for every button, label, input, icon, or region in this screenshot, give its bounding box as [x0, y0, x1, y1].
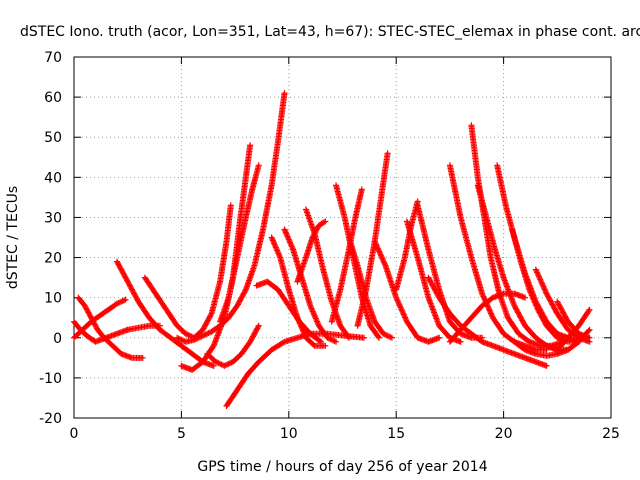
data-point: [522, 294, 529, 301]
x-axis-label: GPS time / hours of day 256 of year 2014: [197, 459, 487, 475]
data-point: [322, 218, 329, 225]
y-tick-label: -20: [39, 411, 62, 427]
data-point: [316, 337, 323, 344]
x-tick-label: 15: [387, 426, 405, 442]
data-point: [333, 338, 340, 345]
x-tick-label: 0: [70, 426, 79, 442]
series-6: [141, 202, 234, 341]
series-layer: [71, 90, 593, 409]
series-35: [511, 326, 593, 359]
y-axis-label: dSTEC / TECUs: [5, 186, 21, 289]
data-point: [209, 344, 216, 351]
data-point: [321, 219, 328, 226]
y-tick-label: 40: [44, 170, 62, 186]
data-point: [360, 334, 367, 341]
data-point: [388, 334, 395, 341]
data-point: [586, 326, 593, 333]
x-tick-label: 20: [495, 426, 513, 442]
tick-layer: 0 5 10 15 20 25 -20 -10 0 10 20 30 40 50 60 70: [39, 50, 620, 442]
series-25: [425, 274, 550, 369]
series-18: [328, 186, 365, 325]
y-tick-label: 0: [53, 331, 62, 347]
plot-frame: [73, 56, 612, 419]
y-tick-label: 70: [44, 50, 62, 66]
y-tick-label: 60: [44, 90, 62, 106]
x-tick-label: 25: [602, 426, 620, 442]
series-21: [371, 238, 443, 345]
chart-title: dSTEC Iono. truth (acor, Lon=351, Lat=43…: [20, 24, 640, 40]
data-point: [310, 341, 317, 348]
y-tick-label: 10: [44, 291, 62, 307]
series-29: [474, 182, 572, 353]
data-point: [384, 150, 391, 157]
data-point: [585, 307, 592, 314]
data-point: [247, 142, 254, 149]
series-2: [71, 296, 129, 341]
data-point: [457, 338, 464, 345]
data-point: [255, 162, 262, 169]
data-point: [543, 362, 550, 369]
series-13: [268, 234, 329, 349]
data-point: [242, 287, 249, 294]
series-8: [174, 90, 288, 345]
data-point: [586, 334, 593, 341]
series-14: [281, 226, 340, 345]
series-34: [543, 306, 593, 353]
data-point: [375, 333, 382, 340]
x-tick-label: 5: [177, 426, 186, 442]
data-point: [322, 342, 329, 349]
series-10: [217, 162, 262, 325]
series-9: [204, 322, 262, 369]
data-point: [255, 322, 262, 329]
data-point: [210, 362, 217, 369]
series-3: [75, 294, 146, 361]
series-11: [223, 330, 367, 409]
y-tick-label: 50: [44, 130, 62, 146]
data-point: [255, 324, 262, 331]
grid-layer: [74, 57, 611, 418]
data-point: [345, 334, 352, 341]
y-tick-label: -10: [39, 371, 62, 387]
data-point: [358, 186, 365, 193]
data-point: [585, 327, 592, 334]
x-tick-label: 10: [280, 426, 298, 442]
data-point: [280, 339, 287, 346]
data-point: [345, 333, 352, 340]
y-tick-label: 20: [44, 251, 62, 267]
series-20: [354, 150, 391, 329]
data-point: [436, 334, 443, 341]
data-point: [227, 202, 234, 209]
data-point: [139, 354, 146, 361]
data-point: [207, 312, 214, 319]
series-27: [446, 162, 550, 353]
y-tick-label: 30: [44, 210, 62, 226]
series-31: [509, 226, 582, 345]
data-point: [122, 296, 129, 303]
data-point: [281, 90, 288, 97]
series-5: [113, 258, 217, 369]
data-point: [586, 306, 593, 313]
data-point: [376, 334, 383, 341]
